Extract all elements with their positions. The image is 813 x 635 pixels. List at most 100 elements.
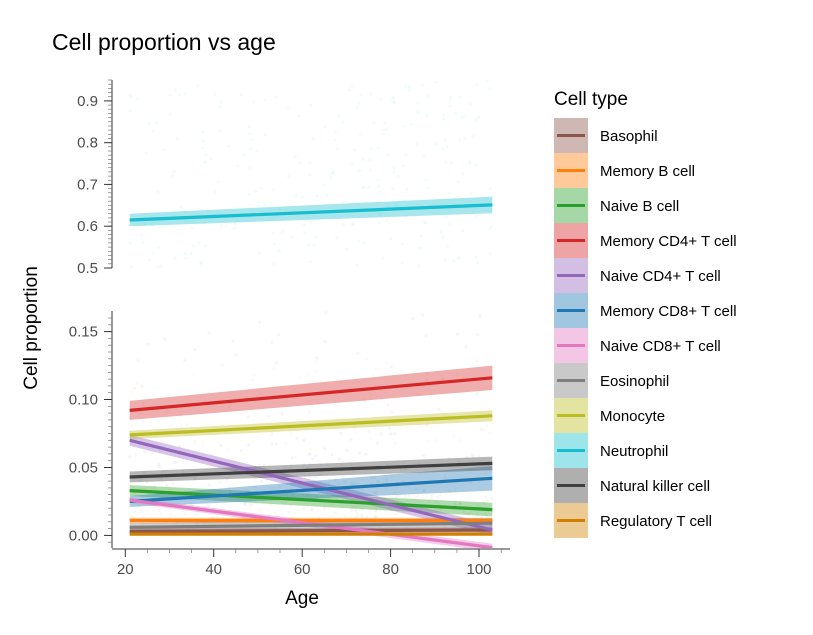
- scatter-point: [152, 505, 156, 509]
- scatter-point: [133, 510, 137, 514]
- scatter-point: [129, 515, 133, 519]
- scatter-point: [385, 505, 389, 509]
- scatter-point: [197, 241, 201, 245]
- scatter-point: [183, 251, 187, 255]
- x-tick-label: 100: [466, 561, 491, 578]
- scatter-point: [323, 340, 327, 344]
- scatter-point: [183, 358, 187, 363]
- scatter-point: [399, 467, 403, 472]
- scatter-point: [263, 98, 267, 102]
- scatter-point: [458, 138, 462, 142]
- scatter-point: [235, 468, 239, 472]
- scatter-point: [441, 147, 445, 151]
- scatter-point: [143, 449, 147, 454]
- scatter-point: [152, 485, 156, 489]
- scatter-point: [368, 168, 372, 172]
- x-tick-label: 80: [382, 561, 399, 578]
- scatter-point: [382, 132, 386, 136]
- scatter-point: [290, 235, 294, 239]
- scatter-point: [263, 203, 267, 207]
- scatter-point: [356, 513, 360, 518]
- scatter-point: [219, 443, 223, 447]
- scatter-point: [391, 186, 395, 191]
- scatter-point: [282, 466, 286, 470]
- legend-title: Cell type: [554, 89, 628, 110]
- scatter-point: [274, 514, 278, 518]
- scatter-point: [476, 503, 480, 507]
- scatter-point: [425, 508, 429, 512]
- scatter-point: [446, 244, 450, 248]
- scatter-point: [297, 114, 301, 118]
- scatter-point: [158, 264, 163, 268]
- lower-y-tick-label: 0.10: [69, 392, 98, 409]
- lower-panel: 0.00 0.05 0.10 0.15: [69, 311, 494, 548]
- scatter-point: [289, 464, 293, 468]
- scatter-point: [393, 441, 397, 445]
- scatter-point: [179, 425, 184, 429]
- scatter-point: [432, 509, 437, 513]
- scatter-point: [384, 486, 388, 490]
- scatter-point: [219, 224, 223, 228]
- scatter-point: [193, 476, 197, 481]
- scatter-point: [253, 485, 257, 489]
- scatter-point: [214, 469, 218, 473]
- scatter-point: [242, 503, 246, 507]
- scatter-point: [271, 231, 275, 235]
- scatter-point: [402, 460, 406, 464]
- scatter-point: [436, 508, 440, 512]
- scatter-point: [280, 230, 285, 234]
- scatter-point: [389, 432, 393, 436]
- scatter-point: [248, 192, 252, 196]
- scatter-point: [168, 93, 172, 97]
- scatter-point: [295, 436, 299, 440]
- scatter-point: [237, 497, 241, 501]
- scatter-point: [390, 474, 394, 478]
- scatter-point: [475, 83, 479, 87]
- scatter-point: [335, 236, 339, 240]
- scatter-point: [488, 252, 492, 256]
- scatter-point: [403, 494, 407, 498]
- scatter-point: [374, 509, 378, 514]
- scatter-point: [397, 493, 401, 497]
- scatter-point: [342, 478, 346, 483]
- scatter-point: [420, 313, 424, 317]
- scatter-point: [308, 462, 312, 466]
- scatter-point: [249, 147, 253, 151]
- scatter-point: [145, 342, 150, 346]
- lower-y-tick-label: 0.15: [69, 324, 98, 341]
- scatter-point: [376, 480, 380, 484]
- x-tick-label: 40: [205, 561, 222, 578]
- scatter-point: [224, 224, 228, 228]
- scatter-point: [437, 511, 441, 515]
- scatter-point: [258, 463, 262, 467]
- scatter-point: [250, 502, 254, 507]
- scatter-point: [457, 459, 461, 463]
- legend-label-neutrophil: Neutrophil: [600, 443, 668, 460]
- scatter-point: [135, 381, 139, 385]
- scatter-point: [150, 223, 154, 227]
- scatter-point: [419, 234, 423, 238]
- scatter-point: [203, 221, 207, 225]
- scatter-point: [138, 479, 142, 483]
- scatter-point: [424, 334, 428, 338]
- scatter-point: [471, 454, 475, 458]
- upper-panel: 0.5 0.6 0.7 0.8 0.9: [77, 79, 493, 277]
- scatter-point: [424, 178, 428, 182]
- scatter-point: [134, 453, 138, 457]
- scatter-point: [260, 201, 264, 205]
- scatter-point: [426, 186, 430, 190]
- scatter-point: [236, 164, 240, 168]
- scatter-point: [445, 145, 449, 149]
- scatter-point: [256, 201, 260, 205]
- scatter-point: [258, 508, 263, 512]
- scatter-point: [219, 100, 224, 104]
- scatter-point: [167, 516, 171, 520]
- scatter-point: [128, 109, 132, 113]
- lower-y-axis: 0.00 0.05 0.10 0.15: [69, 311, 113, 548]
- scatter-point: [269, 340, 274, 344]
- scatter-point: [425, 494, 429, 498]
- scatter-point: [129, 390, 133, 394]
- scatter-point: [310, 457, 315, 461]
- scatter-point: [439, 230, 443, 234]
- scatter-point: [354, 504, 358, 508]
